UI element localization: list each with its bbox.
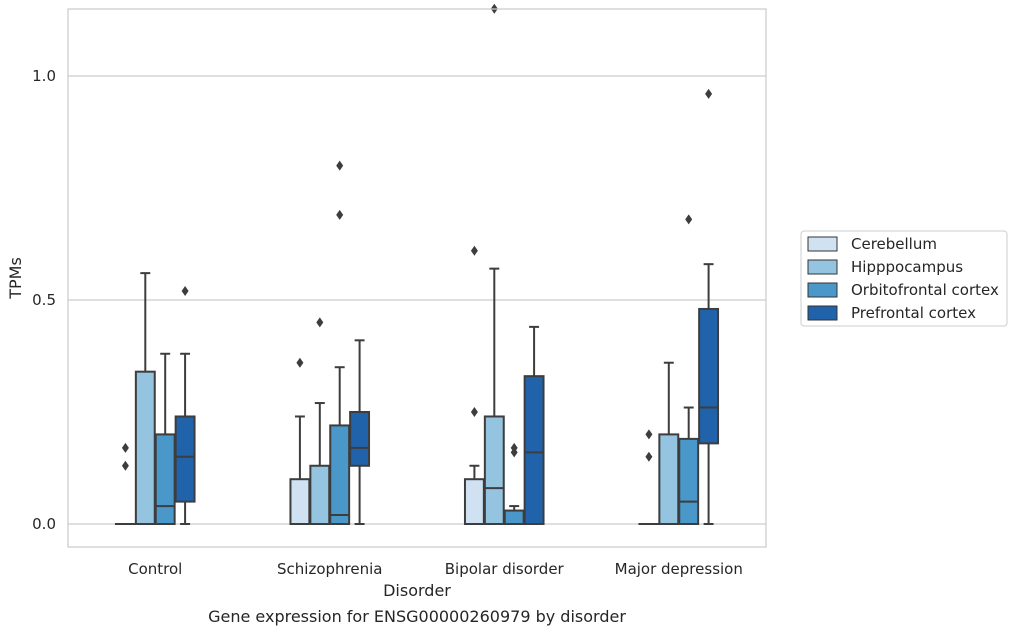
y-axis-title: TPMs [6, 257, 25, 300]
outlier-point [645, 429, 653, 440]
box-orbitofrontal-cortex [154, 352, 176, 525]
iqr-box [289, 478, 311, 526]
iqr-box [154, 433, 176, 525]
box-hipppocampus [134, 272, 156, 525]
y-tick-label: 0.5 [32, 291, 56, 309]
outlier-point [336, 160, 344, 171]
iqr-box [134, 370, 156, 525]
iqr-box [698, 307, 720, 445]
x-tick-label: Major depression [615, 560, 743, 578]
legend-swatch [807, 305, 838, 321]
outlier-point [336, 209, 344, 220]
legend-frame [800, 230, 1008, 327]
legend-swatch [807, 259, 838, 275]
chart-caption: Gene expression for ENSG00000260979 by d… [208, 607, 626, 626]
legend-label: Prefrontal cortex [851, 304, 976, 322]
box-prefrontal-cortex [174, 286, 196, 525]
box-prefrontal-cortex [698, 88, 720, 525]
outlier-point [685, 214, 693, 225]
iqr-box [523, 375, 545, 525]
outlier-point [121, 442, 129, 453]
outlier-point [705, 88, 713, 99]
outlier-point [121, 460, 129, 471]
iqr-box [503, 509, 525, 525]
box-cerebellum [463, 245, 485, 526]
outlier-point [470, 407, 478, 417]
iqr-box [678, 437, 700, 526]
x-tick-label: Bipolar disorder [445, 560, 565, 578]
box-hipppocampus [483, 3, 505, 526]
iqr-box [309, 464, 331, 526]
box-prefrontal-cortex [523, 325, 545, 525]
iqr-box [658, 433, 680, 525]
iqr-box [349, 411, 371, 467]
outlier-point [470, 245, 478, 256]
legend-swatch [807, 282, 838, 298]
box-cerebellum [114, 442, 136, 526]
legend-items: Cerebellum Hipppocampus Orbitofrontal cort… [807, 235, 999, 322]
legend-label: Cerebellum [851, 235, 937, 253]
plot-frame [67, 8, 767, 548]
iqr-box [174, 415, 196, 503]
x-tick-label: Schizophrenia [277, 560, 382, 578]
x-tick-label: Control [128, 560, 182, 578]
box-orbitofrontal-cortex [678, 214, 700, 526]
box-prefrontal-cortex [349, 339, 371, 525]
legend-item: Hipppocampus [807, 258, 963, 276]
legend: Cerebellum Hipppocampus Orbitofrontal cort… [800, 230, 1008, 327]
legend-item: Prefrontal cortex [807, 304, 976, 322]
outlier-point [645, 451, 653, 462]
iqr-box [463, 478, 485, 526]
x-axis-title: Disorder [383, 581, 451, 600]
legend-item: Cerebellum [807, 235, 937, 253]
box-cerebellum [638, 429, 660, 526]
y-tick-label: 1.0 [32, 67, 56, 85]
y-tick-label: 0.0 [32, 515, 56, 533]
boxes [114, 3, 720, 526]
legend-label: Hipppocampus [851, 258, 963, 276]
x-axis-ticks: Control Schizophrenia Bipolar disorder Majo… [128, 560, 743, 578]
outlier-point [510, 442, 518, 453]
outlier-point [181, 286, 189, 297]
box-cerebellum [289, 357, 311, 526]
legend-swatch [807, 236, 838, 252]
iqr-box [329, 424, 351, 525]
box-orbitofrontal-cortex [329, 160, 351, 525]
legend-label: Orbitofrontal cortex [851, 281, 999, 299]
outlier-point [316, 317, 324, 328]
iqr-box [483, 415, 505, 526]
legend-item: Orbitofrontal cortex [807, 281, 999, 299]
box-hipppocampus [309, 317, 331, 526]
outlier-point [296, 357, 304, 368]
y-axis-ticks: 0.00.51.01.52.0 [32, 67, 56, 533]
